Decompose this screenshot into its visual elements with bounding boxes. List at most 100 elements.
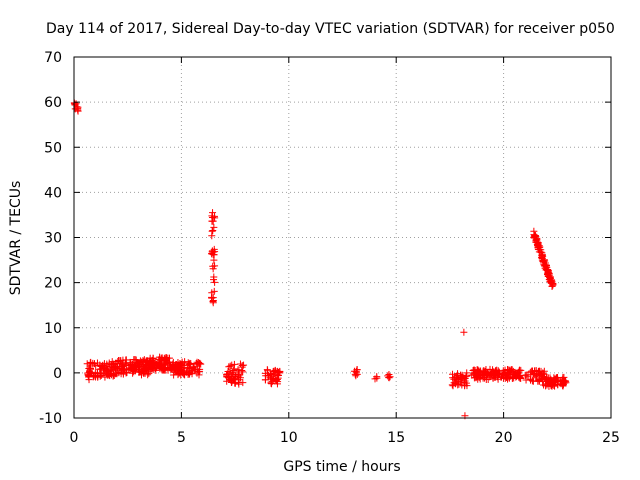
data-point: [274, 372, 282, 380]
data-point: [503, 369, 511, 377]
data-point: [501, 374, 509, 382]
data-point: [185, 360, 193, 368]
grid-layer: [74, 57, 611, 418]
data-point: [85, 376, 93, 384]
y-tick-label: -10: [39, 411, 62, 427]
y-tick-label: 60: [44, 95, 62, 111]
data-point: [226, 369, 234, 377]
data-point: [505, 370, 513, 378]
data-point: [373, 373, 381, 381]
data-point: [155, 356, 163, 364]
data-point: [140, 356, 148, 364]
data-point: [103, 371, 111, 379]
data-point: [534, 244, 542, 252]
data-point: [476, 371, 484, 379]
data-point: [489, 374, 497, 382]
data-point: [209, 248, 217, 256]
data-point: [497, 373, 505, 381]
x-tick-label: 20: [495, 430, 513, 446]
data-point: [210, 287, 218, 295]
y-tick-label: 10: [44, 321, 62, 337]
data-point: [462, 379, 470, 387]
data-point: [530, 231, 538, 239]
data-point: [460, 328, 468, 336]
y-tick-label: 30: [44, 231, 62, 247]
data-point: [145, 369, 153, 377]
data-point: [458, 375, 466, 383]
data-point: [105, 368, 113, 376]
data-point: [106, 367, 114, 375]
data-point: [209, 226, 217, 234]
data-point: [223, 373, 231, 381]
data-point: [119, 365, 127, 373]
data-point: [224, 367, 232, 375]
data-point: [471, 367, 479, 375]
data-point: [130, 356, 138, 364]
data-point: [120, 366, 128, 374]
y-tick-label: 40: [44, 185, 62, 201]
data-point: [540, 381, 548, 389]
data-point: [211, 278, 219, 286]
data-point: [452, 372, 460, 380]
data-point: [541, 264, 549, 272]
y-tick-label: 20: [44, 276, 62, 292]
data-point: [193, 358, 201, 366]
data-point: [544, 268, 552, 276]
data-point: [384, 372, 392, 380]
x-axis-label: GPS time / hours: [283, 459, 400, 475]
data-point: [236, 360, 244, 368]
data-point: [115, 368, 123, 376]
y-tick-label: 50: [44, 140, 62, 156]
data-point: [110, 372, 118, 380]
data-point: [163, 355, 171, 363]
data-point: [178, 358, 186, 366]
y-tick-label: 0: [53, 366, 62, 382]
data-point: [98, 362, 106, 370]
data-point: [86, 364, 94, 372]
data-point: [551, 378, 559, 386]
data-point: [189, 363, 197, 371]
x-tick-label: 10: [280, 430, 298, 446]
data-point: [532, 235, 540, 243]
y-tick-label: 70: [44, 50, 62, 66]
data-point: [559, 376, 567, 384]
data-point: [538, 252, 546, 260]
data-point: [130, 367, 138, 375]
data-point: [71, 101, 79, 109]
data-point: [235, 380, 243, 388]
data-point: [157, 362, 165, 370]
data-point: [267, 380, 275, 388]
data-point: [144, 371, 152, 379]
data-point: [116, 359, 124, 367]
data-point: [490, 371, 498, 379]
data-point: [535, 248, 543, 256]
data-point: [463, 369, 471, 377]
x-tick-label: 15: [387, 430, 405, 446]
data-point: [511, 368, 519, 376]
points-layer: [70, 99, 570, 420]
data-point: [232, 370, 240, 378]
data-point: [453, 371, 461, 379]
data-point: [211, 262, 219, 270]
data-point: [93, 359, 101, 367]
data-point: [462, 372, 470, 380]
data-point: [486, 373, 494, 381]
data-point: [209, 294, 217, 302]
data-point: [350, 367, 358, 375]
ticks-layer: 0 5 10 15 20 25 -10 0 10 20 30 40 50 60 70: [39, 50, 620, 446]
data-point: [175, 365, 183, 373]
data-point: [109, 366, 117, 374]
data-point: [508, 373, 516, 381]
data-point: [272, 377, 280, 385]
data-point: [385, 370, 393, 378]
data-point: [548, 278, 556, 286]
data-point: [208, 294, 216, 302]
data-point: [510, 372, 518, 380]
data-point: [547, 276, 555, 284]
data-point: [271, 366, 279, 374]
data-point: [184, 359, 192, 367]
chart-title: Day 114 of 2017, Sidereal Day-to-day VTE…: [46, 21, 615, 37]
x-tick-label: 5: [177, 430, 186, 446]
